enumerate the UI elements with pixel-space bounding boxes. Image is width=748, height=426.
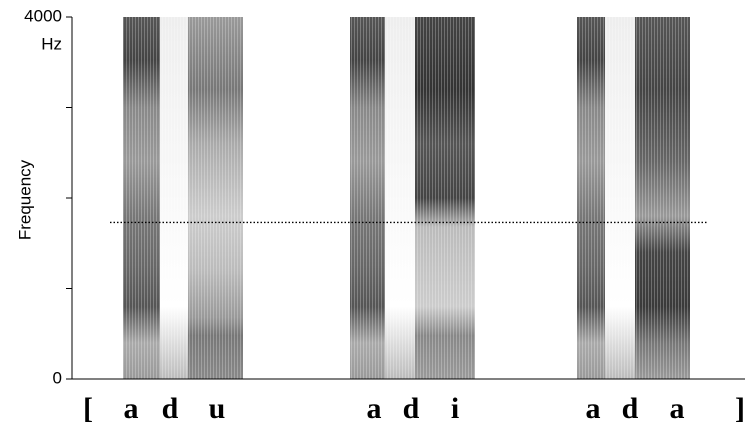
segment-label: ] — [735, 392, 745, 425]
segment-label: [ — [83, 392, 93, 425]
gap — [243, 17, 350, 379]
segment-label: a — [124, 392, 139, 425]
striations — [123, 17, 690, 379]
segment-label: u — [209, 392, 226, 425]
gap — [475, 17, 577, 379]
segment-label: a — [670, 392, 685, 425]
y-tick-label: 4000 — [24, 6, 62, 25]
y-unit: Hz — [41, 34, 62, 53]
segment-label: a — [586, 392, 601, 425]
segment-label: d — [403, 392, 420, 425]
y-axis-label: Frequency — [15, 159, 34, 240]
y-tick-label: 0 — [53, 368, 62, 387]
segment-label: i — [451, 392, 459, 425]
segment-label: a — [367, 392, 382, 425]
spectrogram — [123, 17, 690, 379]
segment-label: d — [162, 392, 179, 425]
segment-label: d — [622, 392, 639, 425]
